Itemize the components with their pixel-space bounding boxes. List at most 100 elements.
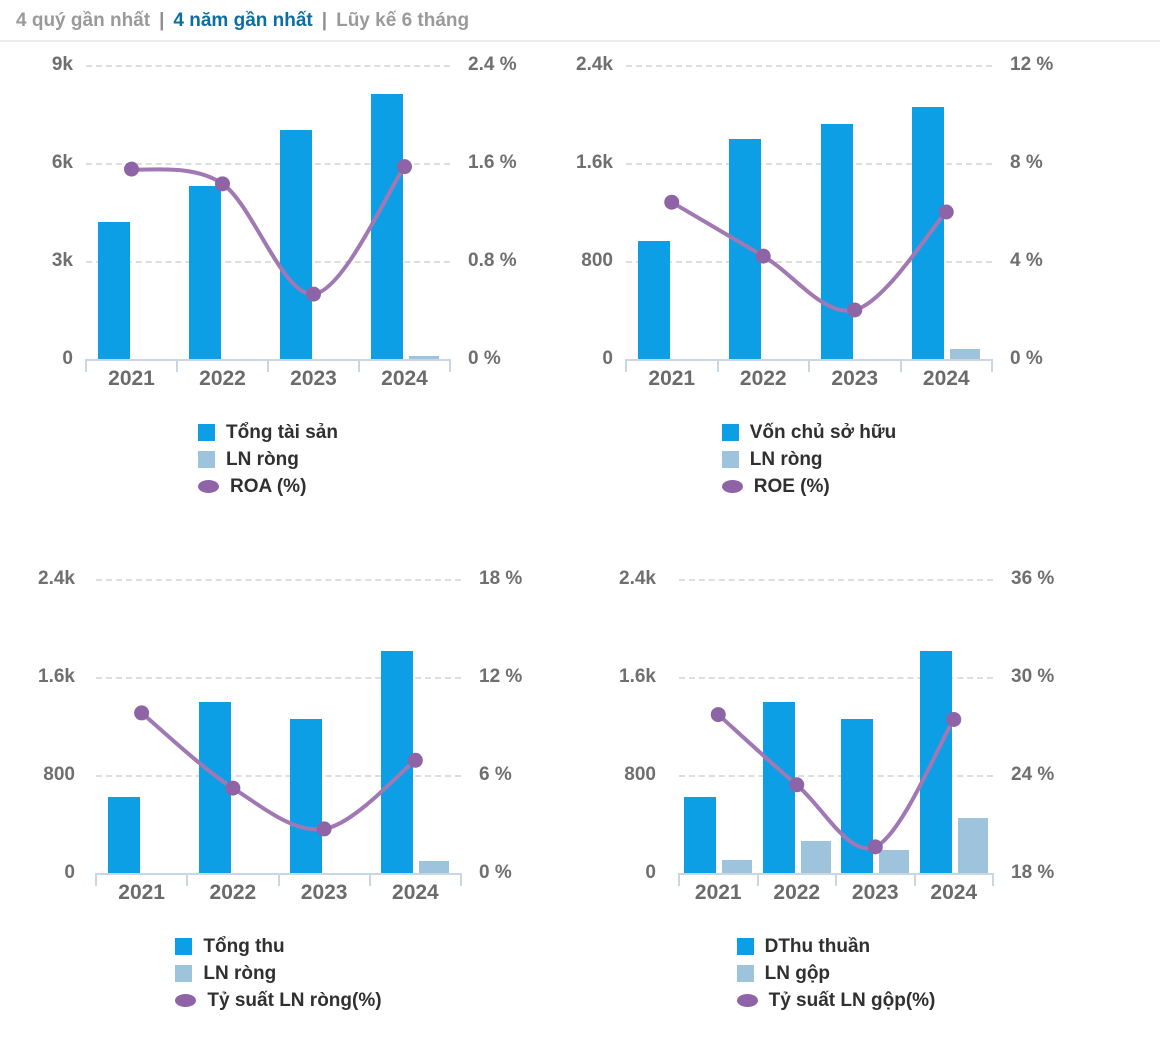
- y-axis-label-left: 0: [645, 862, 656, 883]
- line-marker: [134, 705, 150, 721]
- bar-group: [177, 185, 268, 359]
- legend-swatch-icon: [175, 965, 193, 982]
- tab-4-years[interactable]: 4 năm gần nhất: [173, 10, 313, 31]
- y-axis-label-left: 0: [602, 348, 613, 369]
- right-axis: 36 % 30 % 24 % 18 %: [993, 568, 1160, 883]
- line-marker: [225, 780, 241, 796]
- legend-item: DThu thuần: [736, 933, 936, 960]
- legend-wrap: DThu thuần LN gộp Tỷ suất LN gộp(%): [679, 933, 993, 1014]
- left-axis: 2.4k 1.6k 800 0: [576, 54, 626, 369]
- line-marker: [215, 176, 230, 192]
- line-series: [710, 707, 962, 855]
- legend-label: Tỷ suất LN ròng(%): [207, 989, 382, 1011]
- x-axis-tick: [267, 359, 269, 372]
- line-marker: [124, 161, 139, 177]
- y-axis-label-right: 2.4 %: [468, 54, 517, 75]
- gridline: [679, 775, 993, 777]
- right-axis: 18 % 12 % 6 % 0 %: [461, 568, 580, 883]
- gridline: [626, 163, 992, 165]
- chart-dthu-thuan-ty-suat-ln-gop: 2.4k 1.6k 800 0 36 % 30 % 24 % 18 % 2021 2022 2023…: [580, 556, 1160, 1014]
- bar-primary-series: [381, 651, 414, 873]
- bar-primary-series: [684, 797, 717, 873]
- line-marker: [946, 711, 962, 727]
- chart-area: 2.4k 1.6k 800 0 12 % 8 % 4 % 0 %: [576, 42, 1160, 372]
- gridline: [626, 261, 992, 263]
- line-marker: [306, 286, 321, 302]
- bar-primary-series: [97, 221, 130, 359]
- legend-label: DThu thuần: [764, 935, 871, 957]
- legend-item: LN ròng: [721, 446, 897, 473]
- legend-item: Tổng tài sản: [198, 419, 338, 446]
- line-marker: [407, 752, 423, 768]
- x-axis-label: 2023: [831, 367, 879, 390]
- x-axis-label: 2022: [199, 367, 246, 390]
- period-tabs: 4 quý gần nhất | 4 năm gần nhất | Lũy kế…: [0, 0, 1160, 42]
- bar-secondary-series: [722, 859, 753, 873]
- legend: Tổng thu LN ròng Tỷ suất LN ròng(%): [175, 933, 382, 1014]
- plot-area: [625, 65, 993, 372]
- y-axis-label-right: 12 %: [1010, 54, 1054, 75]
- x-axis-labels: 2021 2022 2023 2024: [679, 875, 993, 905]
- x-axis-tick: [835, 873, 837, 886]
- legend-label: LN ròng: [226, 448, 299, 470]
- bar-secondary-series: [419, 860, 450, 873]
- legend-label: ROA (%): [230, 475, 307, 497]
- legend-swatch-icon: [736, 938, 754, 955]
- bar-primary-series: [279, 130, 312, 359]
- x-axis-label: 2024: [922, 367, 970, 390]
- line-marker: [710, 707, 726, 723]
- line-series: [664, 194, 954, 318]
- bar-primary-series: [370, 94, 403, 359]
- tab-6-months[interactable]: Lũy kế 6 tháng: [336, 10, 470, 31]
- bar-primary-series: [188, 185, 221, 359]
- legend-swatch-icon: [721, 424, 739, 441]
- chart-area: 2.4k 1.6k 800 0 36 % 30 % 24 % 18 %: [580, 556, 1160, 886]
- legend-label: Tổng tài sản: [226, 421, 338, 443]
- bar-group: [268, 130, 359, 359]
- legend-item: Tổng thu: [175, 933, 381, 960]
- bar-primary-series: [637, 241, 670, 359]
- y-axis-label-left: 2.4k: [38, 568, 75, 589]
- line-marker: [664, 194, 680, 210]
- gridline: [96, 677, 461, 679]
- x-axis-label: 2021: [108, 367, 155, 390]
- legend-label: ROE (%): [753, 475, 830, 497]
- chart-tong-tai-san-roa: 9k 6k 3k 0 2.4 % 1.6 % 0.8 % 0 % 2021 2022 2023 202…: [0, 42, 580, 500]
- legend-line-marker-icon: [721, 480, 743, 493]
- bar-group: [718, 138, 810, 359]
- y-axis-label-right: 12 %: [479, 666, 523, 687]
- y-axis-label-left: 1.6k: [38, 666, 75, 687]
- line-marker: [847, 302, 863, 318]
- legend-item: Tỷ suất LN gộp(%): [736, 987, 935, 1014]
- legend-wrap: Tổng tài sản LN ròng ROA (%): [86, 419, 450, 500]
- x-axis-tick: [625, 359, 627, 372]
- y-axis-label-right: 0 %: [479, 862, 512, 883]
- gridline: [626, 65, 992, 67]
- financial-dashboard: 4 quý gần nhất | 4 năm gần nhất | Lũy kế…: [0, 0, 1160, 1014]
- y-axis-label-left: 800: [581, 250, 613, 271]
- x-axis-tick: [95, 873, 97, 886]
- x-axis-label: 2024: [392, 881, 439, 904]
- bar-primary-series: [729, 138, 762, 359]
- legend-item: LN gộp: [736, 960, 936, 987]
- right-axis: 2.4 % 1.6 % 0.8 % 0 %: [450, 54, 580, 369]
- bar-group: [96, 797, 187, 873]
- y-axis-label-right: 24 %: [1011, 764, 1055, 785]
- legend-label: Tổng thu: [203, 935, 285, 957]
- tab-separator: |: [159, 10, 165, 31]
- tab-4-quarters[interactable]: 4 quý gần nhất: [16, 10, 151, 31]
- legend-swatch-icon: [198, 451, 216, 468]
- y-axis-label-right: 0 %: [1010, 348, 1043, 369]
- x-axis-label: 2023: [290, 367, 337, 390]
- legend-swatch-icon: [736, 965, 754, 982]
- bar-primary-series: [290, 718, 323, 873]
- y-axis-label-right: 1.6 %: [468, 152, 517, 173]
- x-axis-label: 2021: [694, 881, 742, 904]
- y-axis-label-left: 9k: [51, 54, 73, 75]
- chart-tong-thu-ty-suat-ln-rong: 2.4k 1.6k 800 0 18 % 12 % 6 % 0 % 2021 2022 2023 20…: [0, 556, 580, 1014]
- x-axis-label: 2022: [209, 881, 257, 904]
- line-marker: [397, 159, 412, 175]
- y-axis-label-right: 4 %: [1010, 250, 1043, 271]
- bar-group: [86, 221, 177, 359]
- legend-item: LN ròng: [175, 960, 381, 987]
